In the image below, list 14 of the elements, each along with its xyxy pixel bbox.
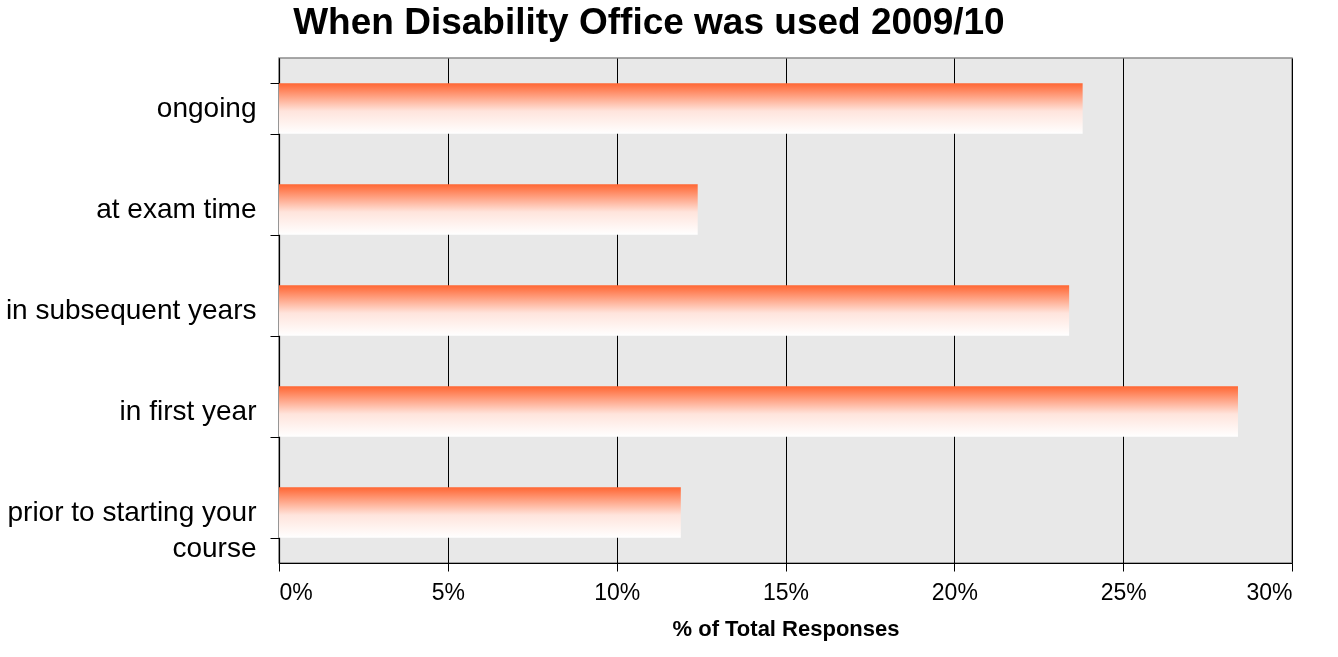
chart-title: When Disability Office was used 2009/10	[293, 1, 1005, 42]
x-tick-label: 20%	[931, 578, 978, 605]
y-tick-label: ongoing	[156, 92, 257, 123]
y-tick-label: at exam time	[96, 193, 257, 224]
x-tick-label: 15%	[762, 578, 810, 605]
y-tick-label: prior to starting your course	[7, 496, 257, 563]
x-tick-label: 10%	[594, 578, 641, 605]
x-tick-label: 5%	[431, 578, 465, 605]
x-axis-title: % of Total Responses	[672, 615, 900, 641]
x-tick-label: 0%	[279, 578, 313, 605]
y-tick-label: in subsequent years	[5, 294, 257, 325]
y-tick-label: in first year	[119, 395, 257, 426]
x-tick-label: 25%	[1100, 578, 1147, 605]
x-tick-label: 30%	[1246, 578, 1293, 605]
